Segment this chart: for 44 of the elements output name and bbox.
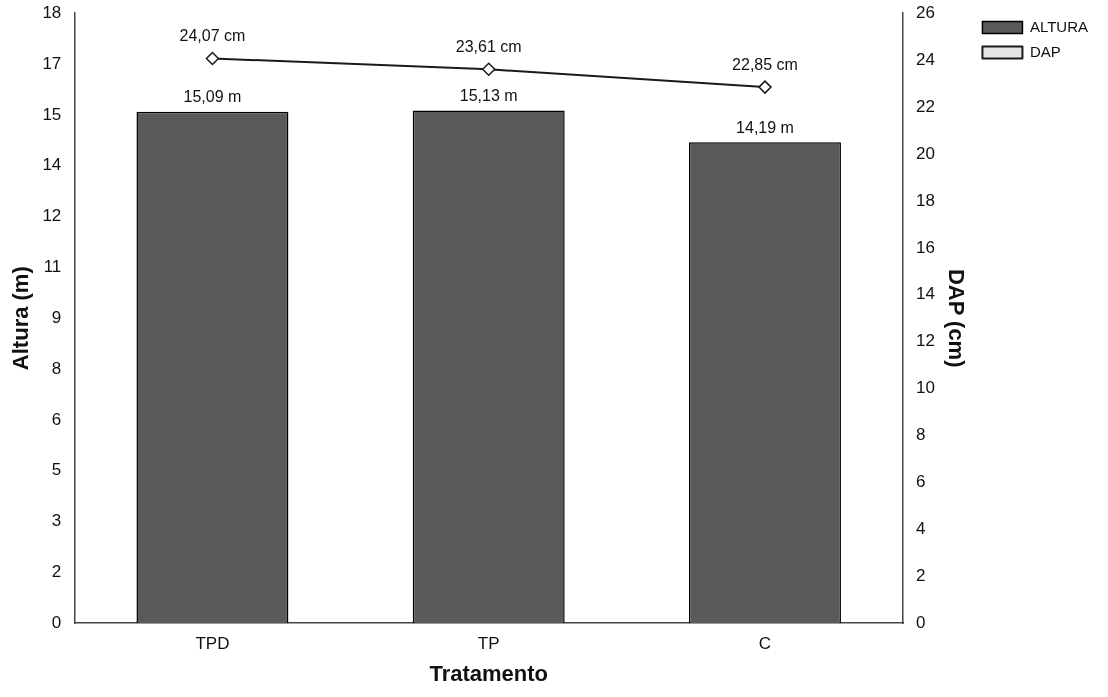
y2-tick-label: 6 [916,472,926,492]
x-axis-title: Tratamento [429,660,549,686]
y2-tick-label: 16 [916,237,936,257]
y2-tick-label: 26 [916,2,936,22]
y2-tick-label: 24 [916,49,936,69]
y2-tick-label: 8 [916,425,926,445]
x-tick-label: TPD [195,634,230,654]
y-tick-label: 18 [42,2,62,22]
y2-tick-label: 20 [916,143,936,163]
y-tick-label: 0 [51,612,62,632]
y2-axis-title: DAP (cm) [944,268,970,368]
y2-tick-label: 12 [916,331,936,351]
point [205,51,220,66]
y2-tick-label: 22 [916,96,936,116]
y-tick-label: 12 [42,206,62,226]
y2-tick-label: 0 [916,612,926,632]
y2-tick-label: 4 [916,519,926,539]
y-tick-label: 5 [51,460,62,480]
legend-label: ALTURA [1029,17,1089,35]
y-tick-label: 8 [51,358,62,378]
y-tick-label: 15 [42,104,62,124]
x-tick-label: TP [477,634,500,654]
y-tick-label: 2 [51,562,62,582]
y-tick-label: 14 [42,155,62,175]
y-tick-label: 9 [51,307,62,327]
data-label: 23,61 cm [455,37,522,55]
y-tick-label: 11 [43,257,62,277]
data-label: 24,07 cm [179,26,246,44]
data-label: 15,09 m [183,88,242,106]
y2-tick-label: 10 [916,378,936,398]
data-label: 14,19 m [736,118,794,136]
y-axis-title: Altura (m) [8,266,34,371]
y2-tick-label: 18 [916,190,936,210]
y-tick-label: 3 [51,511,62,531]
point [481,62,496,77]
data-label: 15,13 m [459,86,518,104]
point [758,80,772,94]
legend-label: DAP [1029,42,1061,60]
y-tick-label: 17 [42,53,62,73]
y2-tick-label: 2 [916,565,926,585]
y2-tick-label: 14 [916,284,936,304]
y-tick-label: 6 [51,409,62,429]
data-label: 22,85 cm [732,55,798,73]
x-tick-label: C [758,634,772,654]
